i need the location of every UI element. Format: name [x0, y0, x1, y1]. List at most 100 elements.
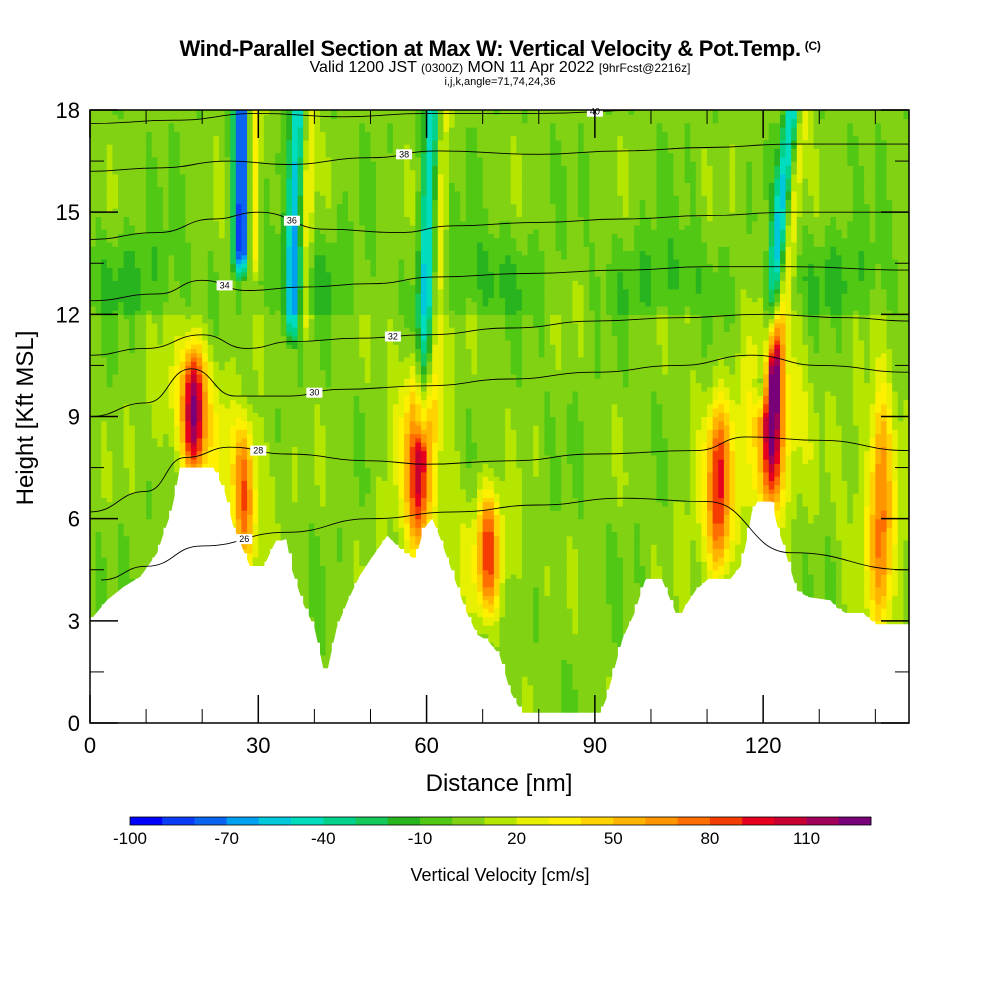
- velocity-cell: [224, 386, 231, 392]
- velocity-cell: [196, 356, 203, 362]
- velocity-cell: [252, 420, 259, 426]
- velocity-cell: [258, 220, 265, 226]
- velocity-cell: [162, 382, 170, 388]
- velocity-cell: [146, 386, 153, 392]
- velocity-cell: [235, 459, 243, 464]
- velocity-cell: [185, 276, 192, 281]
- velocity-cell: [90, 250, 97, 256]
- velocity-cell: [319, 586, 327, 592]
- velocity-cell: [202, 390, 209, 396]
- velocity-cell: [140, 527, 147, 533]
- velocity-cell: [303, 412, 310, 418]
- velocity-cell: [168, 480, 175, 486]
- velocity-cell: [286, 437, 293, 443]
- velocity-cell: [314, 433, 321, 439]
- velocity-cell: [286, 399, 293, 405]
- velocity-cell: [280, 535, 287, 541]
- velocity-cell: [140, 276, 147, 281]
- velocity-cell: [275, 233, 282, 239]
- velocity-cell: [263, 497, 271, 503]
- velocity-cell: [207, 425, 215, 430]
- velocity-cell: [168, 182, 175, 188]
- velocity-cell: [185, 263, 192, 269]
- velocity-cell: [168, 386, 175, 392]
- velocity-cell: [185, 429, 192, 435]
- velocity-cell: [90, 442, 97, 447]
- velocity-cell: [241, 314, 248, 320]
- velocity-cell: [95, 531, 102, 537]
- velocity-cell: [252, 531, 259, 537]
- velocity-cell: [224, 139, 231, 145]
- velocity-cell: [325, 578, 332, 584]
- velocity-cell: [280, 446, 287, 452]
- velocity-cell: [348, 224, 355, 230]
- velocity-cell: [179, 344, 186, 349]
- velocity-cell: [179, 229, 186, 235]
- velocity-cell: [129, 241, 136, 247]
- velocity-cell: [162, 293, 170, 298]
- velocity-cell: [319, 480, 327, 486]
- velocity-cell: [235, 378, 243, 384]
- velocity-cell: [90, 314, 97, 320]
- velocity-cell: [151, 522, 158, 528]
- velocity-cell: [342, 420, 349, 426]
- velocity-cell: [157, 535, 164, 541]
- velocity-cell: [112, 122, 119, 128]
- velocity-cell: [336, 612, 344, 618]
- velocity-cell: [95, 220, 102, 226]
- velocity-cell: [140, 301, 147, 307]
- velocity-cell: [134, 216, 142, 222]
- velocity-cell: [90, 522, 97, 528]
- velocity-cell: [235, 305, 243, 311]
- velocity-cell: [90, 246, 97, 252]
- velocity-cell: [308, 591, 315, 596]
- velocity-cell: [314, 476, 321, 481]
- velocity-cell: [241, 161, 248, 166]
- velocity-cell: [101, 420, 108, 426]
- velocity-cell: [190, 156, 198, 162]
- velocity-cell: [308, 407, 315, 413]
- velocity-cell: [286, 420, 293, 426]
- velocity-cell: [95, 169, 102, 175]
- velocity-cell: [95, 127, 102, 132]
- velocity-cell: [112, 161, 119, 166]
- velocity-cell: [319, 467, 327, 473]
- velocity-cell: [303, 454, 310, 460]
- velocity-cell: [118, 552, 125, 558]
- velocity-cell: [303, 199, 310, 205]
- velocity-cell: [219, 463, 226, 469]
- velocity-cell: [247, 327, 254, 332]
- velocity-cell: [123, 327, 130, 332]
- velocity-cell: [252, 476, 259, 481]
- velocity-cell: [263, 501, 271, 507]
- velocity-cell: [275, 467, 282, 473]
- velocity-cell: [224, 271, 231, 277]
- velocity-cell: [179, 156, 186, 162]
- velocity-cell: [336, 182, 344, 188]
- velocity-cell: [151, 322, 158, 328]
- velocity-cell: [269, 531, 276, 537]
- velocity-cell: [252, 199, 259, 205]
- velocity-cell: [129, 369, 136, 375]
- velocity-cell: [213, 229, 220, 235]
- velocity-cell: [291, 378, 299, 384]
- velocity-cell: [319, 156, 327, 162]
- velocity-cell: [134, 212, 142, 218]
- velocity-cell: [162, 229, 170, 235]
- velocity-cell: [129, 535, 136, 541]
- velocity-cell: [258, 488, 265, 494]
- velocity-cell: [196, 288, 203, 294]
- velocity-cell: [162, 220, 170, 226]
- velocity-cell: [179, 148, 186, 154]
- velocity-cell: [286, 271, 293, 277]
- velocity-cell: [213, 293, 220, 298]
- velocity-cell: [291, 203, 299, 209]
- velocity-cell: [101, 339, 108, 345]
- velocity-cell: [269, 267, 276, 273]
- velocity-cell: [174, 216, 181, 222]
- velocity-cell: [331, 250, 338, 256]
- velocity-cell: [342, 561, 349, 567]
- velocity-cell: [185, 331, 192, 337]
- velocity-cell: [303, 148, 310, 154]
- velocity-cell: [224, 459, 231, 464]
